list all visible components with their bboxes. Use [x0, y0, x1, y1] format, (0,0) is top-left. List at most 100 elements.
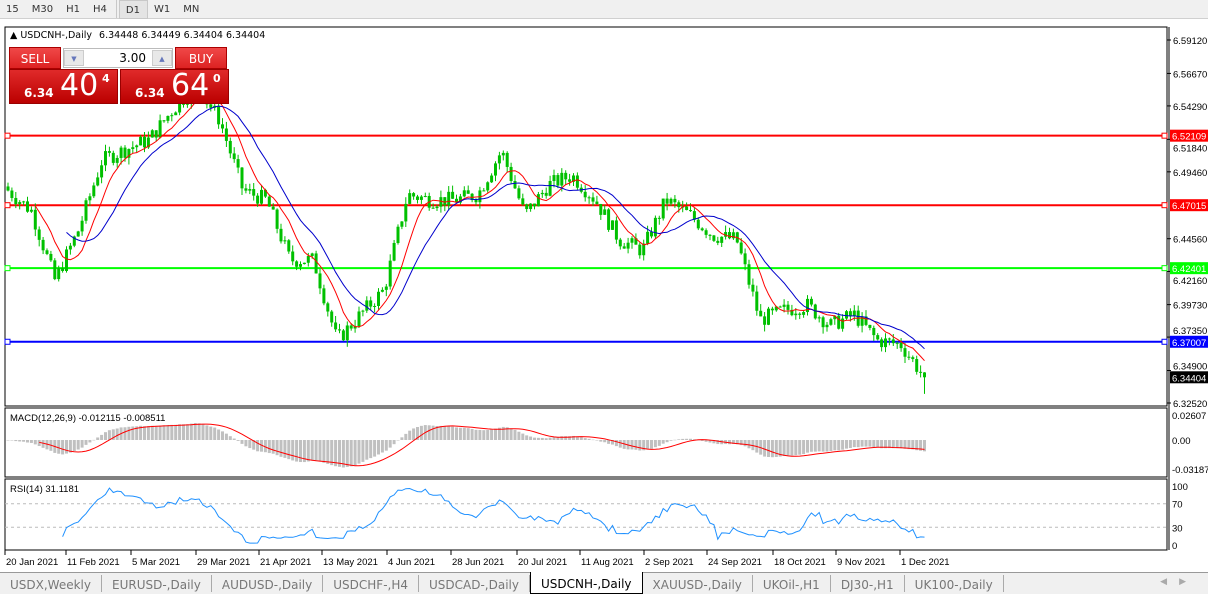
candle-body — [65, 249, 68, 272]
macd-histogram-bar — [213, 427, 217, 440]
candle-body — [384, 286, 388, 290]
chart-tab[interactable]: AUDUSD-,Daily — [212, 575, 324, 592]
candle-body — [720, 236, 724, 243]
macd-histogram-bar — [275, 440, 279, 456]
timeframe-mn[interactable]: MN — [183, 4, 200, 15]
timeframe-15[interactable]: 15 — [6, 4, 19, 15]
buy-button[interactable]: BUY — [175, 47, 227, 69]
buy-price-fraction: 0 — [213, 72, 221, 85]
candle-body — [887, 338, 891, 340]
chart-tab[interactable]: DJ30-,H1 — [831, 575, 905, 592]
chart-tab[interactable]: USDCAD-,Daily — [419, 575, 530, 592]
macd-histogram-bar — [162, 425, 166, 440]
chart-tab[interactable]: UKOil-,H1 — [753, 575, 831, 592]
macd-histogram-bar — [228, 436, 232, 440]
level-handle-left — [4, 202, 11, 209]
price-axis-label: 6.32520 — [1173, 399, 1207, 410]
candle-body — [626, 242, 630, 249]
lot-increase-icon[interactable]: ▲ — [152, 50, 172, 66]
candle-body — [388, 260, 392, 287]
level-handle-right — [1161, 338, 1168, 345]
sell-price[interactable]: 6.34 40 4 — [9, 68, 118, 104]
macd-histogram-bar — [501, 426, 505, 440]
macd-histogram-bar — [895, 440, 899, 449]
candle-body — [14, 197, 18, 205]
macd-histogram-bar — [774, 440, 778, 457]
chart-tab[interactable]: UK100-,Daily — [905, 575, 1004, 592]
macd-histogram-bar — [739, 440, 743, 446]
chart-tab[interactable]: USDX,Weekly — [0, 575, 102, 592]
date-axis-label: 13 May 2021 — [323, 557, 378, 568]
candle-body — [18, 202, 22, 205]
macd-histogram-bar — [302, 440, 306, 463]
sell-button[interactable]: SELL — [9, 47, 61, 69]
timeframe-d1[interactable]: D1 — [118, 0, 148, 19]
candle-body — [728, 232, 731, 239]
timeframe-h1[interactable]: H1 — [66, 4, 80, 15]
candle-body — [158, 120, 162, 138]
candle-body — [127, 149, 131, 158]
timeframe-m30[interactable]: M30 — [31, 4, 54, 15]
macd-histogram-bar — [712, 440, 716, 444]
macd-histogram-bar — [256, 440, 260, 452]
collapse-triangle-icon[interactable]: ▲ — [10, 30, 18, 41]
macd-histogram-bar — [907, 440, 911, 450]
candle-body — [677, 202, 681, 208]
candle-body — [755, 291, 759, 311]
candle-body — [170, 115, 174, 117]
candle-body — [583, 191, 587, 198]
candle-body — [412, 193, 416, 197]
candle-body — [84, 200, 88, 221]
candle-body — [673, 198, 677, 203]
timeframe-h4[interactable]: H4 — [92, 4, 107, 15]
moving-average-fast — [34, 96, 925, 362]
tab-scroll-arrows-icon[interactable]: ◀▶ — [1160, 577, 1198, 587]
chart-tab[interactable]: XAUUSD-,Daily — [643, 575, 753, 592]
macd-histogram-bar — [76, 440, 80, 450]
macd-histogram-bar — [841, 440, 845, 450]
candle-body — [447, 191, 451, 206]
candle-body — [661, 198, 665, 219]
candle-body — [724, 232, 728, 237]
macd-histogram-bar — [821, 440, 825, 452]
chart-area[interactable]: 6.59120 6.56670 6.54290 6.51840 6.49460 6.445… — [0, 19, 1208, 572]
macd-histogram-bar — [689, 438, 692, 440]
macd-histogram-bar — [860, 440, 864, 447]
candle-body — [806, 298, 809, 313]
chart-tab[interactable]: USDCNH-,Daily — [529, 572, 643, 594]
candle-body — [248, 189, 252, 191]
macd-histogram-bar — [872, 440, 876, 448]
lot-value[interactable]: 3.00 — [119, 51, 146, 65]
level-handle-right — [1161, 202, 1168, 209]
macd-histogram-bar — [462, 427, 466, 440]
rsi-axis-label: 0 — [1172, 541, 1177, 552]
macd-histogram-bar — [22, 440, 26, 442]
macd-histogram-bar — [115, 428, 119, 440]
lot-decrease-icon[interactable]: ▼ — [64, 50, 84, 66]
macd-histogram-bar — [174, 424, 178, 440]
macd-histogram-bar — [458, 427, 462, 440]
macd-histogram-bar — [330, 440, 334, 466]
macd-histogram-bar — [770, 440, 774, 458]
candle-body — [770, 308, 774, 311]
level-handle-right — [1161, 132, 1168, 139]
price-axis-label: 6.56670 — [1173, 69, 1207, 80]
macd-histogram-bar — [170, 424, 174, 440]
lot-size-input[interactable]: ▼ 3.00 ▲ — [63, 48, 173, 68]
candle-body — [802, 312, 806, 315]
macd-histogram-bar — [388, 440, 392, 448]
chart-tab[interactable]: USDCHF-,H4 — [323, 575, 419, 592]
price-axis-label: 6.51840 — [1173, 144, 1207, 155]
chart-tab[interactable]: EURUSD-,Daily — [102, 575, 212, 592]
macd-histogram-bar — [735, 440, 739, 445]
macd-histogram-bar — [782, 440, 786, 457]
timeframe-w1[interactable]: W1 — [153, 4, 171, 15]
candle-body — [49, 253, 53, 261]
macd-histogram-bar — [743, 440, 747, 447]
macd-histogram-bar — [236, 440, 240, 441]
candle-body — [809, 298, 813, 305]
macd-histogram-bar — [618, 440, 622, 448]
candle-body — [568, 179, 572, 182]
macd-histogram-bar — [591, 439, 595, 441]
buy-price[interactable]: 6.34 64 0 — [120, 68, 229, 104]
